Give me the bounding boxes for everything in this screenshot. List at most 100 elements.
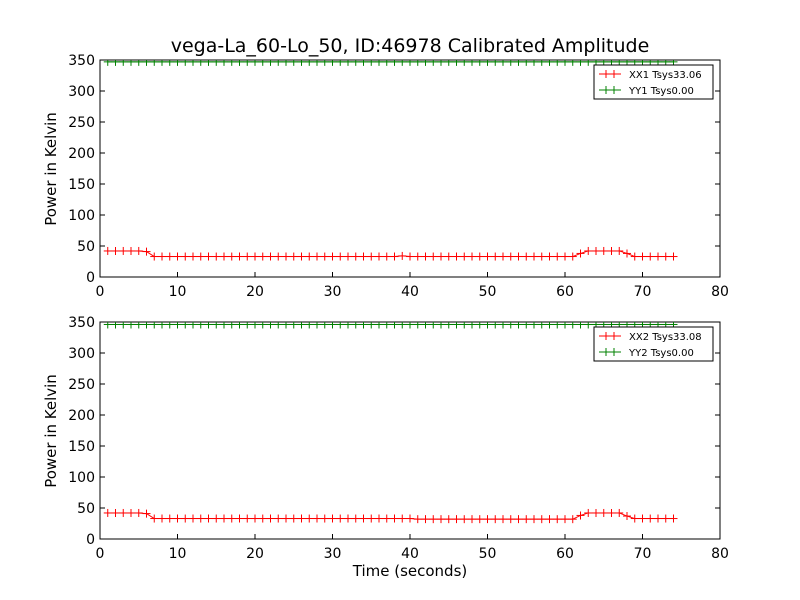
data-point	[150, 252, 159, 261]
data-point	[103, 322, 112, 329]
data-point	[165, 322, 174, 329]
data-point	[398, 251, 407, 260]
data-point	[437, 515, 445, 524]
data-point	[584, 246, 593, 255]
legend-entry: YY2 Tsys0.00	[599, 348, 694, 359]
data-point	[506, 252, 515, 261]
data-point	[150, 322, 159, 329]
data-point	[499, 515, 507, 524]
y-tick-label: 0	[86, 270, 95, 286]
data-point	[142, 60, 151, 66]
data-point	[514, 322, 523, 329]
data-point	[561, 515, 569, 524]
data-point	[158, 514, 166, 523]
data-point	[181, 252, 190, 261]
data-point	[375, 60, 383, 66]
data-point	[483, 322, 492, 329]
data-point	[282, 60, 290, 66]
data-point	[344, 514, 352, 523]
x-tick-label: 10	[169, 284, 187, 300]
data-point	[537, 515, 546, 524]
data-point	[243, 514, 252, 523]
data-point	[150, 514, 159, 523]
data-point	[305, 514, 314, 523]
data-point	[530, 60, 538, 66]
data-point	[127, 322, 135, 329]
data-point	[406, 60, 414, 66]
data-point	[196, 252, 205, 261]
data-point	[103, 508, 112, 517]
data-point	[204, 252, 213, 261]
data-point	[297, 322, 306, 329]
chart-title: vega-La_60-Lo_50, ID:46978 Calibrated Am…	[171, 35, 650, 57]
data-point	[530, 515, 538, 524]
data-point	[615, 508, 624, 517]
data-point	[111, 322, 120, 329]
data-point	[313, 322, 321, 329]
data-point	[227, 322, 236, 329]
data-point	[406, 514, 414, 523]
data-point	[638, 252, 647, 261]
series-2	[103, 322, 678, 329]
data-point	[545, 515, 554, 524]
data-point	[258, 252, 267, 261]
data-point	[654, 252, 662, 261]
data-point	[592, 508, 600, 517]
data-point	[545, 60, 554, 66]
data-point	[127, 60, 135, 66]
y-tick-label: 300	[68, 346, 95, 362]
data-point	[289, 60, 298, 66]
data-point	[561, 322, 569, 329]
data-point	[491, 252, 500, 261]
data-point	[584, 60, 593, 66]
data-point	[429, 60, 438, 66]
x-tick-label: 10	[169, 546, 187, 562]
data-point	[150, 60, 159, 66]
data-point	[669, 252, 678, 261]
data-point	[437, 252, 445, 261]
data-point	[142, 322, 151, 329]
data-point	[297, 252, 306, 261]
y-tick-label: 200	[68, 146, 95, 162]
data-point	[282, 322, 290, 329]
data-point	[266, 322, 275, 329]
data-point	[514, 60, 523, 66]
data-point	[413, 60, 422, 66]
data-point	[282, 514, 290, 523]
data-point	[289, 322, 298, 329]
data-point	[158, 322, 166, 329]
data-point	[367, 322, 376, 329]
data-point	[173, 252, 182, 261]
data-point	[398, 514, 407, 523]
data-point	[444, 60, 453, 66]
data-point	[561, 60, 569, 66]
data-point	[553, 60, 562, 66]
x-tick-label: 30	[324, 546, 342, 562]
data-point	[204, 322, 213, 329]
x-tick-label: 20	[246, 546, 264, 562]
data-point	[413, 322, 422, 329]
data-point	[251, 514, 259, 523]
data-point	[351, 60, 360, 66]
data-point	[661, 514, 670, 523]
x-tick-label: 0	[96, 546, 105, 562]
data-point	[537, 322, 546, 329]
data-point	[119, 508, 128, 517]
x-tick-label: 70	[634, 284, 652, 300]
data-point	[351, 514, 360, 523]
data-point	[336, 514, 345, 523]
data-point	[367, 252, 376, 261]
data-point	[196, 514, 205, 523]
data-point	[444, 322, 453, 329]
data-point	[406, 252, 414, 261]
data-point	[475, 252, 484, 261]
data-point	[475, 322, 484, 329]
data-point	[220, 322, 228, 329]
y-axis-label-top: Power in Kelvin	[42, 112, 60, 226]
data-point	[351, 252, 360, 261]
data-point	[243, 252, 252, 261]
data-point	[646, 514, 655, 523]
data-point	[406, 322, 414, 329]
data-point	[212, 514, 221, 523]
